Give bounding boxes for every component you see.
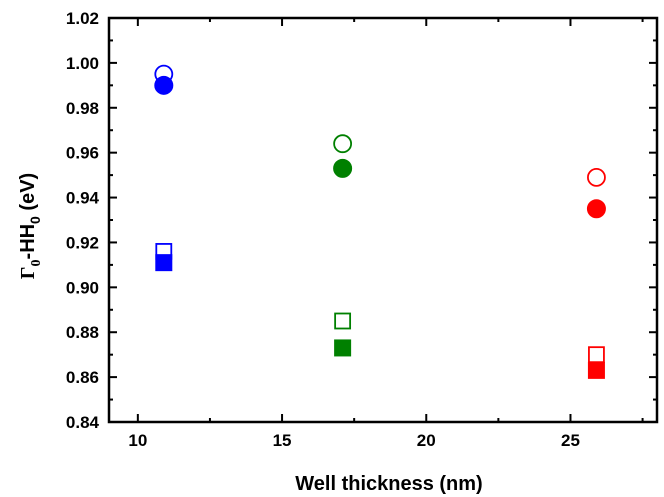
data-markers xyxy=(154,64,606,379)
open-circle-marker xyxy=(333,134,353,154)
x-tick-label: 15 xyxy=(273,431,292,450)
y-axis-title-subscript-1: 0 xyxy=(29,259,44,266)
y-tick-label: 0.88 xyxy=(66,323,99,342)
y-axis-title-subscript-2: 0 xyxy=(27,216,43,224)
axis-ticks: 10 15 20 25 0.84 0.86 0.88 0.90 0.92 0.94 0.96 0.98… xyxy=(66,9,657,450)
filled-square-marker xyxy=(334,339,352,357)
y-tick-label: 0.92 xyxy=(66,233,99,252)
y-axis-title-hh: -HH xyxy=(17,224,39,260)
y-tick-label: 0.90 xyxy=(66,278,99,297)
plot-area-frame xyxy=(107,16,659,424)
filled-square-marker xyxy=(155,254,173,272)
open-square-marker xyxy=(588,346,605,364)
x-tick-label: 10 xyxy=(128,431,147,450)
filled-square-marker xyxy=(587,361,605,379)
filled-circle-marker xyxy=(154,75,174,95)
filled-circle-marker xyxy=(586,199,606,219)
y-tick-label: 0.96 xyxy=(66,144,99,163)
x-tick-label: 25 xyxy=(561,431,580,450)
y-tick-label: 1.00 xyxy=(66,54,99,73)
y-axis-title-unit: (eV) xyxy=(17,173,39,216)
x-axis-title: Well thickness (nm) xyxy=(295,473,482,495)
y-tick-label: 0.98 xyxy=(66,99,99,118)
open-circle-marker xyxy=(587,167,606,187)
filled-circle-marker xyxy=(333,158,353,178)
y-axis-title-gamma: Γ xyxy=(17,266,39,279)
y-tick-label: 0.84 xyxy=(66,413,100,432)
y-tick-label: 0.86 xyxy=(66,368,99,387)
x-tick-label: 20 xyxy=(417,431,436,450)
y-tick-label: 1.02 xyxy=(66,9,99,28)
y-axis-title: Γ0-HH0 (eV) xyxy=(17,173,44,279)
y-tick-label: 0.94 xyxy=(66,189,100,208)
open-square-marker xyxy=(334,312,352,330)
